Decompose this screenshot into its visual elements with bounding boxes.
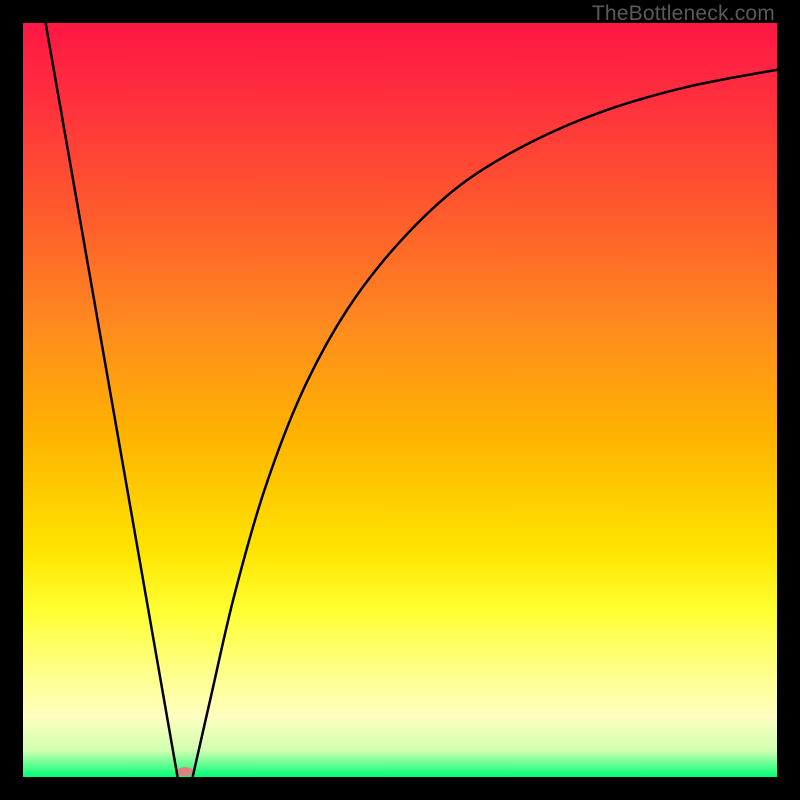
gradient-plot-area (23, 23, 777, 777)
watermark-text: TheBottleneck.com (592, 2, 775, 26)
bottleneck-marker (177, 767, 194, 776)
bottleneck-chart (0, 0, 800, 800)
